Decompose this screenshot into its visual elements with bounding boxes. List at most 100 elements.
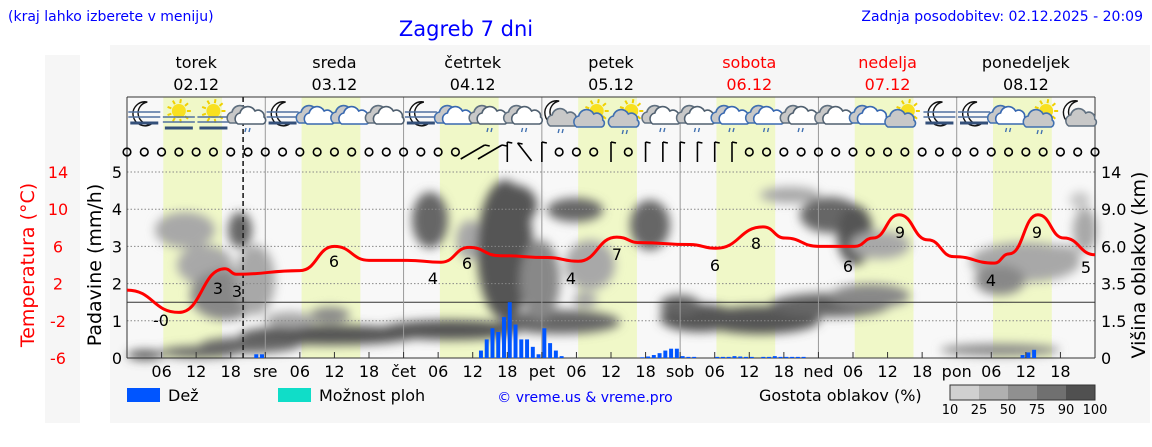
partly-cloudy-icon <box>848 104 889 125</box>
cloud-blob <box>573 292 597 308</box>
x-tick-label: 12 <box>877 362 897 381</box>
sun-ray <box>1051 115 1056 120</box>
temperature-label: 6 <box>710 256 720 275</box>
wind-calm-icon <box>122 147 132 157</box>
cloud-shape <box>372 105 405 125</box>
temperature-tick: 10 <box>48 200 68 219</box>
density-level-label: 100 <box>1083 403 1108 418</box>
cloud-shape <box>573 108 606 128</box>
precipitation-bars <box>254 302 1037 358</box>
day-name: sobota <box>722 53 776 72</box>
cloud-drizzle-icon <box>502 104 543 133</box>
barb-flag <box>484 144 490 147</box>
wind-calm-icon <box>831 147 841 157</box>
moon-fog-icon <box>404 101 437 127</box>
x-tick-label: 12 <box>186 362 206 381</box>
precipitation-bar <box>640 357 645 358</box>
temperature-tick: 2 <box>53 275 63 294</box>
x-tick-label: 06 <box>566 362 586 381</box>
moon-shape <box>962 101 982 127</box>
cloud-blob <box>830 284 910 308</box>
x-tick-label: 12 <box>463 362 483 381</box>
wind-calm-icon <box>277 147 288 157</box>
wind-calm-icon <box>796 147 806 157</box>
temperature-label: 4 <box>566 269 576 288</box>
wind-calm-icon <box>208 147 219 157</box>
cloud-blob <box>310 307 350 323</box>
x-tick-label: 12 <box>324 362 344 381</box>
drizzle-mark <box>762 127 766 133</box>
precipitation-tick: 0 <box>112 349 122 368</box>
density-level-label: 90 <box>1058 403 1075 418</box>
cloud-blob <box>412 192 448 248</box>
wind-barb-icon <box>696 141 703 162</box>
sun-ray <box>1051 102 1056 107</box>
precipitation-bar <box>680 356 685 358</box>
credit-link[interactable]: © vreme.us & vreme.pro <box>497 390 672 406</box>
precipitation-tick: 4 <box>112 200 122 219</box>
sun-ray <box>218 102 224 107</box>
sun-ray <box>913 102 918 107</box>
precipitation-bar <box>525 339 530 358</box>
wind-calm-icon <box>381 147 391 157</box>
cloud-blob <box>520 240 560 320</box>
precipitation-bar <box>744 356 748 358</box>
drizzle-mark <box>659 127 662 133</box>
moon-fog-icon <box>128 101 161 127</box>
precipitation-tick: 3 <box>112 237 122 256</box>
moon-cloud-icon <box>1062 100 1098 127</box>
x-tick-label: pon <box>942 362 972 381</box>
x-tick-label: 18 <box>635 362 655 381</box>
sun-ray <box>167 112 172 117</box>
x-tick-label: 18 <box>221 362 241 381</box>
temperature-label: 4 <box>986 271 996 290</box>
x-tick-label: 12 <box>739 362 759 381</box>
precipitation-bar <box>478 350 483 358</box>
x-tick-label: 06 <box>705 362 725 381</box>
drizzle-mark <box>244 127 247 133</box>
cloud-shape <box>234 105 267 125</box>
drizzle-mark <box>490 127 493 133</box>
sun-ray <box>602 115 607 120</box>
temperature-label: 3 <box>213 279 223 298</box>
sun-ray <box>585 105 590 110</box>
wind-calm-icon <box>139 147 149 157</box>
precipitation-bar <box>651 355 656 358</box>
sun-ray <box>206 100 211 105</box>
precipitation-tick: 5 <box>112 163 122 182</box>
grid <box>126 96 1096 359</box>
drizzle-mark <box>697 127 701 133</box>
precipitation-bar <box>513 324 518 358</box>
precipitation-bar <box>260 354 264 358</box>
moon-cloud-drizzle-icon <box>544 100 579 134</box>
barb-flag <box>610 141 617 144</box>
x-tick-label: 18 <box>1050 362 1070 381</box>
cloud-blob <box>235 245 275 315</box>
precipitation-bar <box>559 356 564 358</box>
day-name: torek <box>175 53 217 72</box>
wind-calm-icon <box>398 147 409 157</box>
cloud-shape <box>510 105 543 125</box>
sun-fog-icon <box>162 99 195 130</box>
density-swatch <box>1066 385 1095 400</box>
wind-calm-icon <box>744 147 754 157</box>
x-tick-label: 06 <box>981 362 1001 381</box>
moon-fog-icon <box>958 101 990 127</box>
day-date: 04.12 <box>450 75 496 94</box>
temperature-label: 9 <box>895 223 905 242</box>
drizzle-mark <box>728 127 731 133</box>
wind-calm-icon <box>260 147 270 157</box>
precipitation-bar <box>536 354 541 358</box>
barb-flag <box>731 141 738 144</box>
barb-flag <box>501 144 508 147</box>
moon-shape <box>132 101 152 127</box>
cloudy-drizzle-icon <box>226 104 267 133</box>
wind-calm-icon <box>312 147 322 157</box>
wind-calm-icon <box>554 147 564 157</box>
drizzle-mark <box>663 127 666 133</box>
barb-flag <box>697 141 703 144</box>
wind-calm-icon <box>900 147 910 157</box>
precipitation-bar <box>674 348 679 358</box>
